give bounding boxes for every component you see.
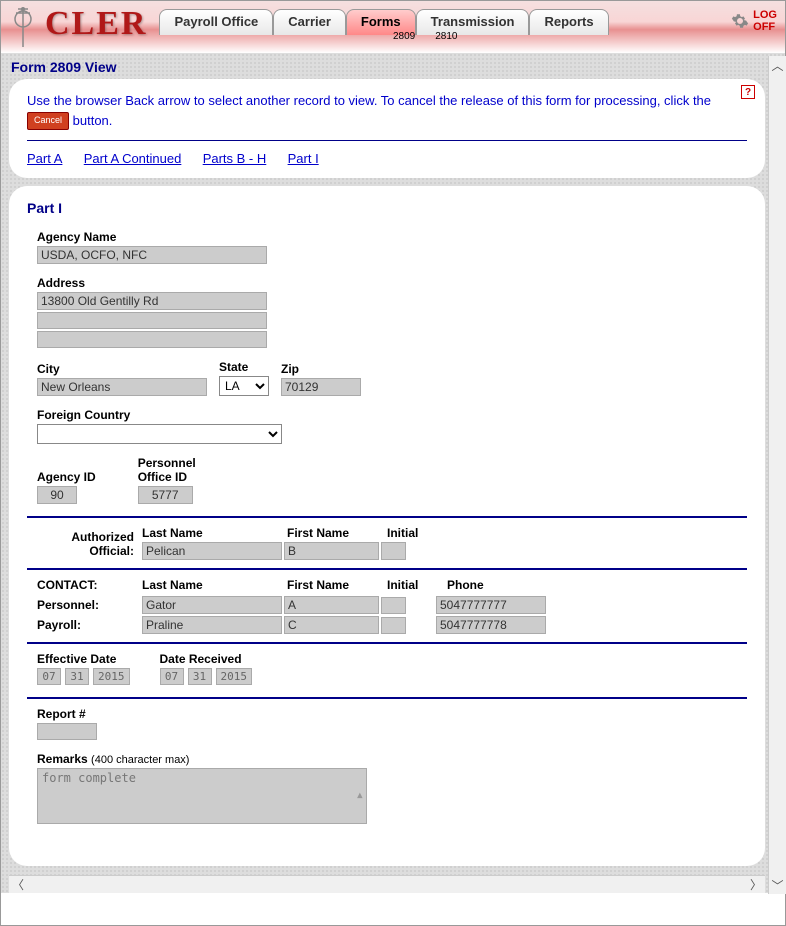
label-zip: Zip	[281, 362, 361, 376]
field-off-first: B	[284, 542, 379, 560]
link-parts-bh[interactable]: Parts B - H	[203, 151, 267, 166]
horizontal-scrollbar[interactable]: 〈 〉	[9, 875, 765, 893]
label-eff-date: Effective Date	[37, 652, 130, 666]
field-off-initial	[381, 542, 406, 560]
label-recv-date: Date Received	[160, 652, 253, 666]
field-eff-yyyy: 2015	[93, 668, 130, 685]
tab-payroll-office[interactable]: Payroll Office	[159, 9, 273, 35]
page-title: Form 2809 View	[9, 53, 765, 79]
field-recv-mm: 07	[160, 668, 184, 685]
label-city: City	[37, 362, 207, 376]
form-panel: Part I Agency Name USDA, OCFO, NFC Addre…	[9, 186, 765, 866]
scroll-up-icon[interactable]: ︿	[769, 56, 786, 74]
label-remarks: Remarks (400 character max)	[37, 752, 747, 766]
field-foreign-country[interactable]	[37, 424, 282, 444]
field-report-num	[37, 723, 97, 740]
field-remarks: form complete ▴	[37, 768, 367, 824]
field-state[interactable]: LA	[219, 376, 269, 396]
logoff-line1: LOG	[753, 9, 777, 21]
label-address: Address	[37, 276, 747, 290]
label-agency-id: Agency ID	[37, 470, 96, 484]
logo-caduceus-icon	[3, 5, 43, 53]
divider-1	[27, 516, 747, 518]
label-off-initial: Initial	[387, 526, 437, 540]
tab-reports[interactable]: Reports	[529, 9, 608, 35]
tab-carrier[interactable]: Carrier	[273, 9, 346, 35]
field-pay-first: C	[284, 616, 379, 634]
label-poi: Personnel Office ID	[138, 456, 208, 484]
header-bar: CLER Payroll Office Carrier Forms Transm…	[1, 1, 785, 53]
label-c-phone: Phone	[447, 578, 557, 592]
field-pay-initial	[381, 617, 406, 634]
field-city: New Orleans	[37, 378, 207, 396]
field-pers-initial	[381, 597, 406, 614]
field-off-last: Pelican	[142, 542, 282, 560]
logoff-button[interactable]: LOGOFF	[731, 9, 777, 33]
vertical-scrollbar[interactable]: ︿ ﹀	[768, 56, 786, 894]
label-off-last: Last Name	[142, 526, 287, 540]
remarks-text: form complete	[42, 771, 136, 785]
anchor-links: Part A Part A Continued Parts B - H Part…	[27, 151, 747, 166]
label-authorized-official: AuthorizedOfficial:	[37, 530, 142, 560]
label-c-last: Last Name	[142, 578, 287, 592]
subtab-2809[interactable]: 2809	[393, 31, 415, 42]
label-off-first: First Name	[287, 526, 387, 540]
label-payroll: Payroll:	[37, 618, 142, 632]
scroll-left-icon[interactable]: 〈	[9, 876, 27, 893]
divider-2	[27, 568, 747, 570]
logoff-line2: OFF	[753, 21, 777, 33]
field-pay-last: Praline	[142, 616, 282, 634]
panel-divider	[27, 140, 747, 141]
cancel-button[interactable]: Cancel	[27, 112, 69, 130]
label-agency-name: Agency Name	[37, 230, 747, 244]
subtab-2810[interactable]: 2810	[435, 31, 457, 42]
field-recv-dd: 31	[188, 668, 212, 685]
link-part-i[interactable]: Part I	[288, 151, 319, 166]
field-eff-dd: 31	[65, 668, 89, 685]
scroll-right-icon[interactable]: 〉	[747, 876, 765, 893]
field-recv-yyyy: 2015	[216, 668, 253, 685]
instruction-panel: ? Use the browser Back arrow to select a…	[9, 79, 765, 178]
subtab-row: 2809 2810	[393, 31, 458, 42]
instruction-before: Use the browser Back arrow to select ano…	[27, 93, 711, 108]
section-title: Part I	[27, 200, 747, 216]
label-contact: CONTACT:	[37, 578, 142, 594]
field-pay-phone: 5047777778	[436, 616, 546, 634]
field-pers-last: Gator	[142, 596, 282, 614]
logo-text: CLER	[45, 5, 147, 43]
label-report-num: Report #	[37, 707, 747, 721]
link-part-a-cont[interactable]: Part A Continued	[84, 151, 182, 166]
label-foreign-country: Foreign Country	[37, 408, 747, 422]
divider-3	[27, 642, 747, 644]
remarks-scroll-up-icon[interactable]: ▴	[356, 787, 364, 803]
field-address2	[37, 312, 267, 329]
label-state: State	[219, 360, 269, 374]
label-c-initial: Initial	[387, 578, 447, 592]
scroll-down-icon[interactable]: ﹀	[769, 876, 786, 894]
tab-bar: Payroll Office Carrier Forms Transmissio…	[159, 9, 608, 35]
help-icon[interactable]: ?	[741, 85, 755, 99]
field-agency-name: USDA, OCFO, NFC	[37, 246, 267, 264]
instruction-after: button.	[73, 113, 113, 128]
field-pers-phone: 5047777777	[436, 596, 546, 614]
field-poi: 5777	[138, 486, 193, 504]
field-zip: 70129	[281, 378, 361, 396]
field-pers-first: A	[284, 596, 379, 614]
field-agency-id: 90	[37, 486, 77, 504]
link-part-a[interactable]: Part A	[27, 151, 62, 166]
gear-icon	[731, 12, 749, 30]
instruction-text: Use the browser Back arrow to select ano…	[27, 91, 747, 130]
label-personnel: Personnel:	[37, 598, 142, 612]
divider-4	[27, 697, 747, 699]
field-eff-mm: 07	[37, 668, 61, 685]
field-address1: 13800 Old Gentilly Rd	[37, 292, 267, 310]
field-address3	[37, 331, 267, 348]
label-c-first: First Name	[287, 578, 387, 592]
